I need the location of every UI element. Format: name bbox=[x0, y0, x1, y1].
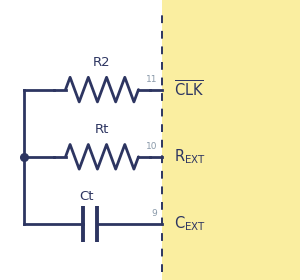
Text: Rt: Rt bbox=[95, 123, 109, 136]
Bar bbox=[162, 0, 300, 280]
Text: $\mathsf{C}_{\mathsf{EXT}}$: $\mathsf{C}_{\mathsf{EXT}}$ bbox=[174, 215, 206, 233]
Text: 11: 11 bbox=[146, 75, 158, 84]
Text: R2: R2 bbox=[93, 56, 111, 69]
Text: 9: 9 bbox=[152, 209, 158, 218]
Text: $\overline{\mathsf{CLK}}$: $\overline{\mathsf{CLK}}$ bbox=[174, 80, 204, 100]
Text: Ct: Ct bbox=[80, 190, 94, 203]
Text: $\mathsf{R}_{\mathsf{EXT}}$: $\mathsf{R}_{\mathsf{EXT}}$ bbox=[174, 148, 206, 166]
Text: 10: 10 bbox=[146, 142, 158, 151]
